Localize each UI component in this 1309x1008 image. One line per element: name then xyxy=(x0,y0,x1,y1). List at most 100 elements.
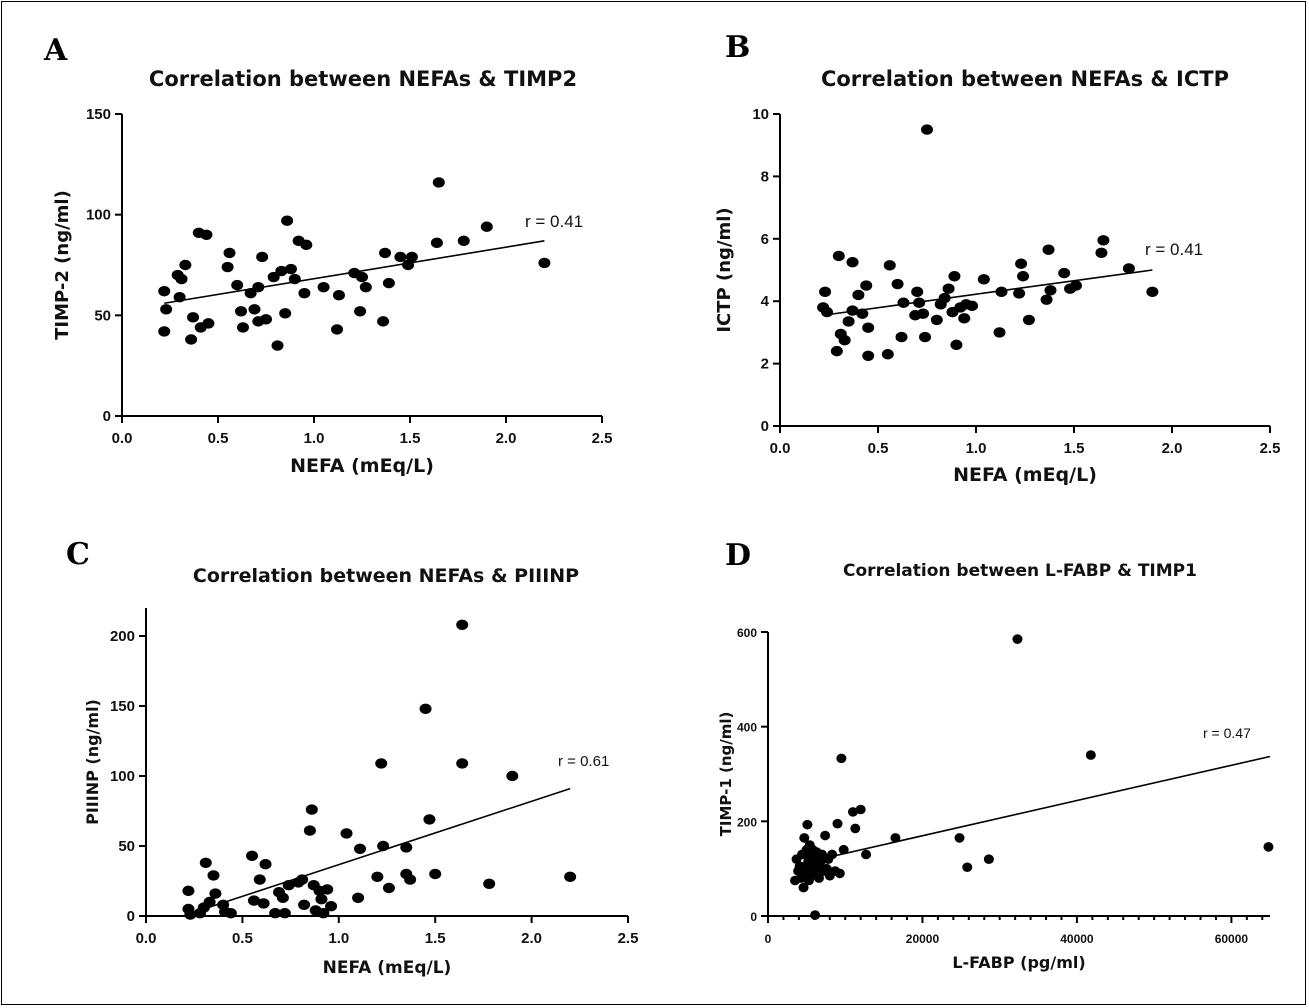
data-point xyxy=(483,878,496,889)
data-point xyxy=(275,265,288,277)
data-point xyxy=(247,895,260,906)
x-tick-label: 0 xyxy=(765,932,772,946)
data-point xyxy=(382,882,395,894)
data-point xyxy=(305,804,318,815)
data-point xyxy=(917,308,930,319)
data-point xyxy=(267,271,280,283)
y-tick-label: 150 xyxy=(86,106,111,123)
y-tick-label: 50 xyxy=(94,307,111,324)
data-point xyxy=(538,257,551,269)
correlation-label: r = 0.47 xyxy=(1203,725,1251,741)
data-point xyxy=(942,283,955,294)
data-point xyxy=(938,292,951,304)
data-point xyxy=(820,830,831,841)
data-point xyxy=(856,308,869,319)
data-point xyxy=(862,322,875,333)
data-point xyxy=(173,292,186,303)
data-point xyxy=(950,339,963,351)
data-point xyxy=(340,828,353,839)
data-point xyxy=(296,874,309,885)
data-point xyxy=(1122,263,1135,274)
data-point xyxy=(1017,271,1030,282)
data-point xyxy=(354,843,367,854)
correlation-label: r = 0.61 xyxy=(558,753,609,770)
data-point xyxy=(260,314,272,325)
data-point xyxy=(1015,258,1028,269)
data-point xyxy=(977,274,990,285)
data-point xyxy=(456,758,469,769)
y-tick-label: 2 xyxy=(761,356,769,373)
x-tick-label: 2.5 xyxy=(592,430,613,447)
data-point xyxy=(259,859,272,870)
data-point xyxy=(321,884,334,895)
data-point xyxy=(948,271,961,282)
x-tick-label: 1.5 xyxy=(400,430,421,447)
x-tick-label: 1.0 xyxy=(304,430,325,447)
data-point xyxy=(200,229,213,240)
data-point xyxy=(919,331,932,343)
data-point xyxy=(400,842,413,853)
data-point xyxy=(317,281,330,293)
data-point xyxy=(278,908,291,919)
data-point xyxy=(860,280,873,291)
data-point xyxy=(1146,286,1159,298)
data-point xyxy=(223,247,236,259)
x-tick-label: 0.5 xyxy=(232,930,253,947)
data-point xyxy=(394,251,407,263)
data-point xyxy=(813,873,824,883)
data-point xyxy=(881,349,894,360)
data-point xyxy=(821,306,834,318)
data-point xyxy=(207,870,220,881)
data-point xyxy=(798,882,809,893)
y-tick-label: 100 xyxy=(110,768,135,785)
data-point xyxy=(356,271,368,283)
data-point xyxy=(1044,285,1057,296)
y-tick-label: 400 xyxy=(737,721,757,735)
data-point xyxy=(480,221,493,232)
y-tick-label: 10 xyxy=(752,106,769,123)
data-point xyxy=(810,910,821,920)
data-point xyxy=(1095,247,1108,259)
x-axis-label: NEFA (mEq/L) xyxy=(290,455,434,477)
data-point xyxy=(842,316,855,327)
x-axis-label: L-FABP (pg/ml) xyxy=(952,953,1085,972)
data-point xyxy=(331,324,344,335)
x-tick-label: 2.0 xyxy=(496,430,517,447)
chart-panel-c: C Correlation between NEFAs & PIIINP 0 50 10… xyxy=(66,537,638,978)
data-point xyxy=(246,850,259,861)
x-tick-label: 2.0 xyxy=(1162,440,1183,457)
x-tick-label: 0.5 xyxy=(868,440,889,457)
data-point xyxy=(371,871,384,882)
x-tick-label: 1.5 xyxy=(1064,440,1085,457)
x-tick-label: 2.5 xyxy=(1260,440,1281,457)
data-point xyxy=(897,297,910,308)
data-point xyxy=(354,306,367,317)
chart-title: Correlation between NEFAs & TIMP2 xyxy=(149,67,577,91)
data-point xyxy=(231,279,244,291)
x-axis-label: NEFA (mEq/L) xyxy=(323,958,452,978)
data-point xyxy=(271,340,284,351)
data-point xyxy=(158,326,171,337)
data-point xyxy=(379,247,392,259)
data-point xyxy=(1263,842,1274,852)
data-point xyxy=(359,281,372,293)
y-tick-label: 4 xyxy=(761,293,770,310)
data-point xyxy=(325,901,338,912)
data-point xyxy=(352,892,365,903)
data-point xyxy=(303,825,316,836)
data-point xyxy=(827,849,838,860)
y-axis-label: TIMP-2 (ng/ml) xyxy=(52,190,73,340)
data-point xyxy=(184,909,197,920)
data-point xyxy=(832,818,843,829)
y-tick-label: 200 xyxy=(737,815,757,829)
data-point xyxy=(382,277,395,289)
data-point xyxy=(802,819,813,830)
x-tick-label: 20000 xyxy=(906,932,940,946)
y-axis-label: ICTP (ng/ml) xyxy=(714,207,735,332)
data-point xyxy=(160,304,173,315)
data-point xyxy=(913,297,926,308)
data-point xyxy=(1040,294,1053,305)
data-point xyxy=(958,313,971,324)
data-point xyxy=(182,885,195,896)
